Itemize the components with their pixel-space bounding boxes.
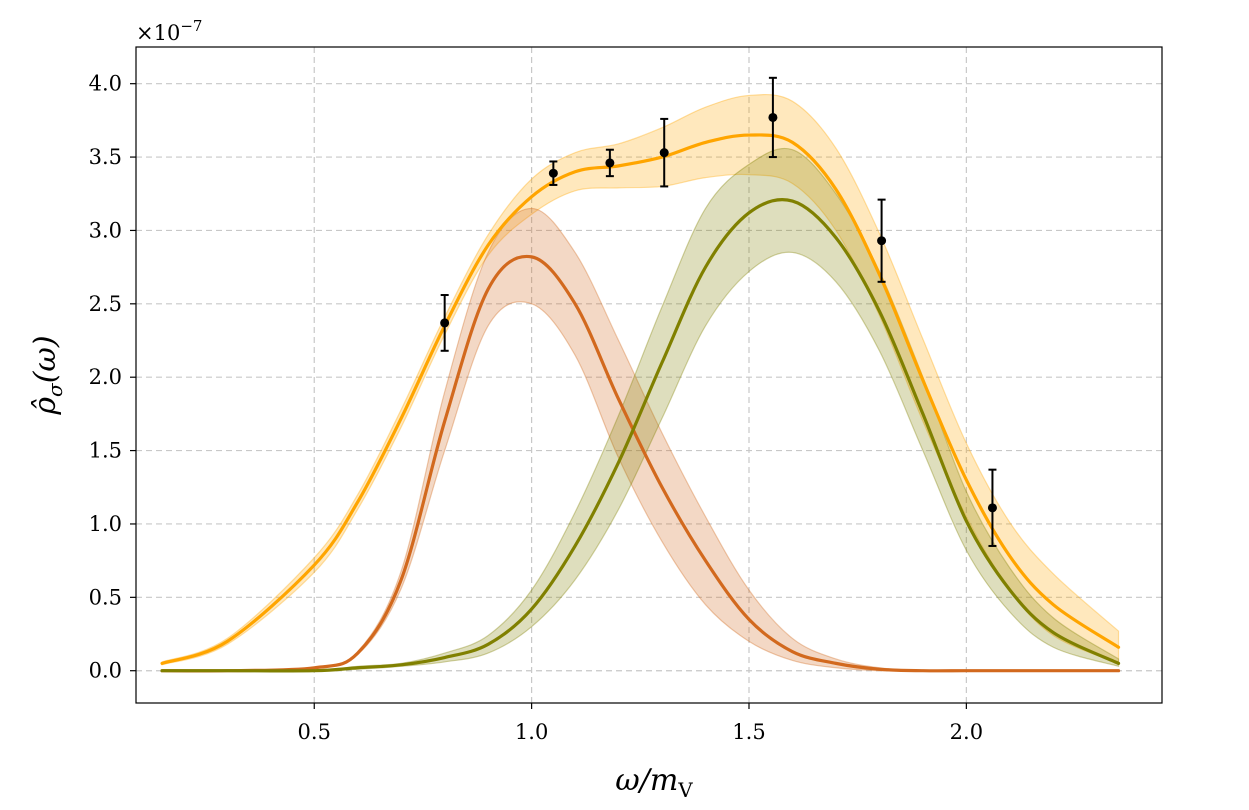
data-point: [605, 158, 615, 168]
x-tick-label: 1.5: [732, 720, 765, 744]
data-point: [548, 168, 558, 178]
line-series-2: [160, 254, 1121, 673]
y-tick-label: 3.5: [89, 145, 122, 169]
y-tick-label: 2.5: [89, 292, 122, 316]
y-axis-label: ρ̂σ(ω): [28, 335, 67, 415]
y-tick-label: 2.0: [89, 365, 122, 389]
y-axis-ticks: 0.0 0.5 1.0 1.5 2.0 2.5 3.0 3.5 4.0: [89, 72, 136, 683]
plot-frame: [135, 46, 1163, 704]
series-lines: [160, 133, 1121, 673]
y-tick-label: 0.0: [89, 659, 122, 683]
plot-background: [136, 47, 1162, 703]
data-point: [440, 318, 450, 328]
x-tick-label: 1.0: [515, 720, 548, 744]
x-axis-ticks: 0.5 1.0 1.5 2.0: [298, 703, 983, 744]
y-offset-text: ×10−7: [136, 17, 202, 45]
y-tick-label: 1.0: [89, 512, 122, 536]
x-tick-label: 0.5: [298, 720, 331, 744]
data-point: [877, 236, 887, 246]
y-tick-label: 1.5: [89, 439, 122, 463]
line-series-3: [160, 198, 1121, 673]
x-tick-label: 2.0: [950, 720, 983, 744]
x-axis-label: ω/mV: [615, 763, 693, 802]
line-series-1: [160, 133, 1121, 665]
y-tick-label: 0.5: [89, 585, 122, 609]
y-tick-label: 3.0: [89, 218, 122, 242]
data-point: [659, 148, 669, 158]
y-tick-label: 4.0: [89, 72, 122, 96]
data-points: [440, 76, 997, 547]
data-point: [768, 112, 778, 122]
data-point: [987, 503, 997, 513]
